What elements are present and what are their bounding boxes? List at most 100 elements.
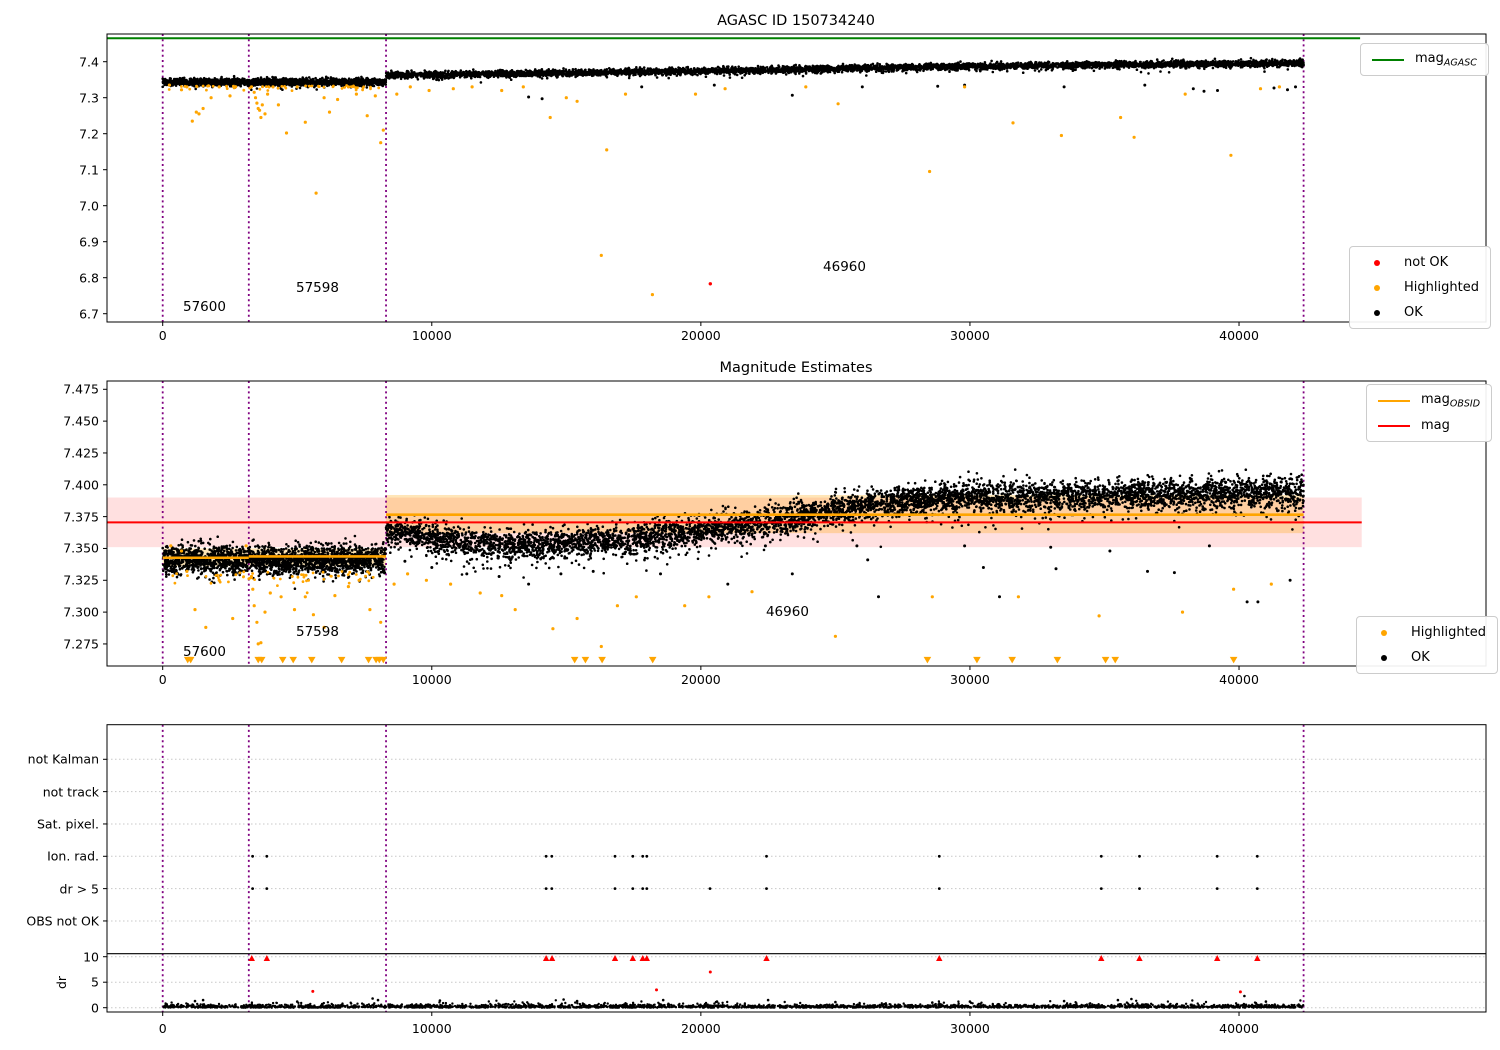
- middle-highlighted-fringe: [171, 570, 375, 595]
- black-dot-swatch: [1381, 654, 1387, 661]
- clipped-low-marker: [337, 656, 346, 664]
- legend-item-mag-obsid: magOBSID: [1378, 390, 1480, 411]
- clipped-low-marker: [648, 656, 657, 664]
- clipped-low-marker: [570, 656, 579, 664]
- legend-mag-agasc: magAGASC: [1360, 43, 1489, 76]
- top-panel-title: AGASC ID 150734240: [717, 13, 875, 29]
- row-label-1: not track: [42, 784, 99, 800]
- bottom-panel-frame: [106, 724, 1487, 1013]
- orange-dot-swatch: [1374, 284, 1380, 291]
- row-label-4: dr > 5: [59, 881, 99, 897]
- top-panel-frame: [106, 33, 1487, 323]
- middle-ytick-label: 7.350: [63, 540, 99, 556]
- top-ok-outliers: [527, 83, 1298, 101]
- clipped-low-marker: [1111, 656, 1120, 664]
- middle-annotation-57600: 57600: [182, 643, 226, 660]
- middle-panel-frame: [106, 380, 1487, 667]
- middle-ytick-label: 7.475: [63, 381, 99, 397]
- dr-clipped-high-marker: [548, 955, 556, 961]
- legend-item-mag-agasc: magAGASC: [1372, 49, 1477, 70]
- dr-clipped-high-marker: [542, 955, 550, 961]
- legend-not-ok-label: not OK: [1404, 255, 1449, 270]
- clipped-low-marker: [289, 656, 298, 664]
- top-ytick-label: 7.1: [79, 162, 99, 178]
- top-annotation-57598: 57598: [296, 280, 339, 297]
- red-dot-swatch: [1374, 259, 1380, 266]
- top-xtick-label: 30000: [950, 328, 990, 343]
- top-annotation-57600: 57600: [182, 298, 226, 315]
- row-label-0: not Kalman: [27, 751, 99, 767]
- dr-ytick-label: 10: [83, 949, 99, 965]
- top-ytick-label: 6.9: [79, 234, 99, 250]
- dr-clipped-high-marker: [1136, 955, 1143, 961]
- clipped-low-marker: [598, 656, 606, 664]
- middle-highlighted: [169, 544, 1273, 649]
- middle-ok-outliers: [403, 544, 1292, 604]
- dr-axis-label: dr: [54, 975, 70, 990]
- clipped-low-marker: [186, 656, 195, 664]
- top-ytick-label: 6.8: [79, 270, 99, 286]
- legend-mag-label: mag: [1421, 418, 1450, 433]
- legend-point-classes: not OK Highlighted OK: [1349, 246, 1491, 329]
- legend-highlighted-label: Highlighted: [1404, 280, 1479, 295]
- bottom-xtick-label: 10000: [411, 1021, 452, 1036]
- legend-item-highlighted: Highlighted: [1361, 277, 1479, 298]
- top-highlighted-fringe: [167, 84, 381, 92]
- row-label-5: OBS not OK: [26, 913, 99, 929]
- legend-mag-obsid-label: mag: [1421, 391, 1450, 407]
- clipped-low-marker: [1101, 656, 1110, 664]
- green-line-swatch: [1372, 58, 1404, 61]
- bottom-xtick-label: 20000: [680, 1021, 721, 1036]
- middle-xtick-label: 20000: [680, 672, 721, 687]
- clipped-low-marker: [923, 656, 932, 664]
- dr-spikes: [193, 994, 1268, 1004]
- middle-ytick-label: 7.375: [63, 509, 99, 525]
- legend-mag-agasc-sub: AGASC: [1443, 57, 1477, 69]
- top-ytick-label: 7.0: [79, 198, 99, 214]
- dr-cloud: [162, 999, 1305, 1009]
- top-xtick-label: 10000: [411, 328, 452, 343]
- dr-clipped-high-marker: [1098, 955, 1105, 961]
- row-label-2: Sat. pixel.: [37, 816, 99, 832]
- legend-item-highlighted-mid: Highlighted: [1368, 622, 1486, 643]
- dr-clipped-high-marker: [643, 955, 650, 961]
- clipped-low-marker: [581, 656, 590, 664]
- dr-clipped-high-marker: [248, 955, 255, 961]
- bottom-xtick-label: 40000: [1219, 1021, 1259, 1036]
- bottom-xtick-label: 30000: [950, 1021, 990, 1036]
- clipped-low-marker: [1008, 656, 1016, 664]
- top-ok-cloud: [161, 56, 1305, 92]
- dr-clipped-high-marker: [629, 955, 636, 961]
- top-annotation-46960: 46960: [823, 258, 866, 275]
- top-ytick-label: 6.7: [79, 306, 99, 322]
- middle-ytick-label: 7.275: [63, 636, 99, 652]
- legend-point-classes-middle: Highlighted OK: [1356, 616, 1498, 674]
- top-xtick-label: 0: [158, 328, 167, 343]
- clipped-low-marker: [307, 656, 316, 664]
- clipped-low-marker: [379, 656, 388, 664]
- legend-mag-lines: magOBSID mag: [1366, 384, 1493, 442]
- middle-ok-cloud: [161, 468, 1305, 590]
- dr-clipped-high-marker: [936, 955, 943, 961]
- clipped-low-marker: [278, 656, 287, 664]
- middle-xtick-label: 0: [158, 672, 167, 687]
- clipped-low-marker: [1053, 656, 1062, 664]
- top-highlighted: [167, 83, 1282, 297]
- middle-annotation-57598: 57598: [296, 624, 339, 641]
- dr-ytick-label: 5: [91, 974, 99, 990]
- legend-mag-agasc-label: mag: [1415, 50, 1444, 66]
- clipped-low-marker: [257, 656, 266, 664]
- legend-highlighted-mid-label: Highlighted: [1411, 625, 1486, 640]
- middle-xtick-label: 10000: [411, 672, 452, 687]
- clipped-low-marker: [364, 656, 373, 664]
- red-line-swatch: [1378, 424, 1410, 427]
- middle-panel-title: Magnitude Estimates: [719, 360, 873, 376]
- top-xtick-label: 20000: [680, 328, 721, 343]
- middle-ytick-label: 7.450: [63, 413, 99, 429]
- clipped-low-marker: [1229, 656, 1238, 664]
- dr-clipped-high-marker: [1254, 955, 1261, 961]
- dr-not-ok-points: [311, 970, 1242, 994]
- legend-item-ok: OK: [1361, 302, 1479, 323]
- legend-ok-label: OK: [1404, 305, 1423, 320]
- middle-ytick-label: 7.425: [63, 445, 99, 461]
